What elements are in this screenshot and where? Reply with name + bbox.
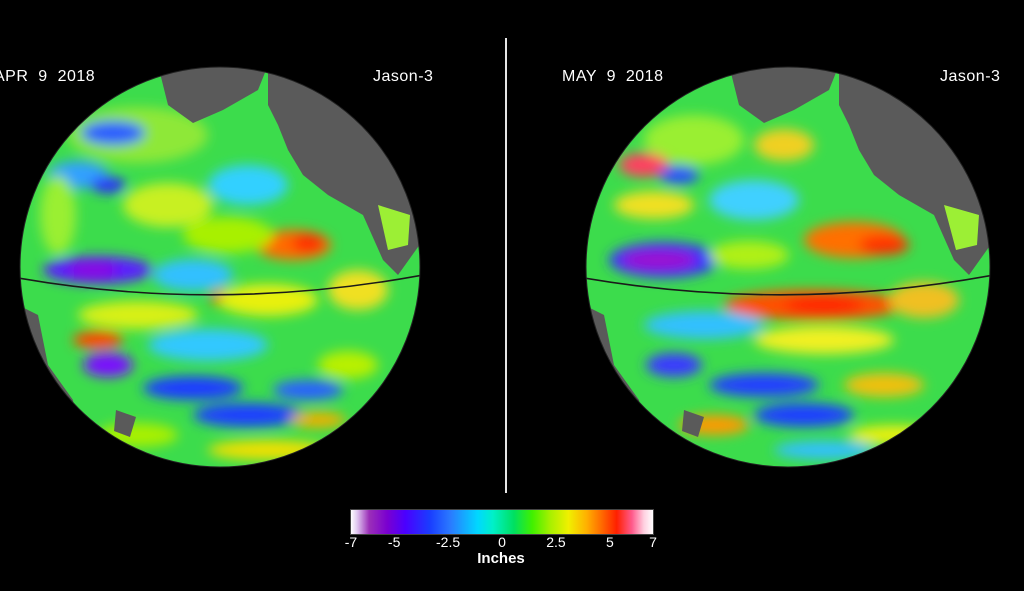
colorbar-tick-label: -2.5	[436, 534, 461, 550]
map-panel-apr: APR 9 2018 Jason-3	[0, 0, 505, 500]
map-panel-may: MAY 9 2018 Jason-3	[510, 0, 1024, 500]
colorbar-tick-label: -7	[344, 534, 358, 550]
colorbar-unit-label: Inches	[477, 550, 525, 567]
colorbar-tick-label: 5	[605, 534, 614, 550]
date-label: APR 9 2018	[0, 68, 96, 85]
colorbar-tick-label: -5	[387, 534, 401, 550]
colorbar-legend: -7 -5 -2.5 0 2.5 5 7 Inches	[340, 505, 660, 585]
colorbar-tick-label: 7	[649, 534, 657, 550]
date-label: MAY 9 2018	[562, 68, 664, 85]
panel-divider	[505, 38, 507, 493]
colorbar-gradient	[350, 509, 654, 535]
globe-map-apr	[19, 66, 421, 468]
colorbar-tick-label: 0	[498, 534, 506, 550]
globe-map-may	[585, 66, 991, 468]
colorbar-tick-label: 2.5	[546, 534, 566, 550]
satellite-label: Jason-3	[940, 68, 1001, 85]
satellite-label: Jason-3	[373, 68, 434, 85]
